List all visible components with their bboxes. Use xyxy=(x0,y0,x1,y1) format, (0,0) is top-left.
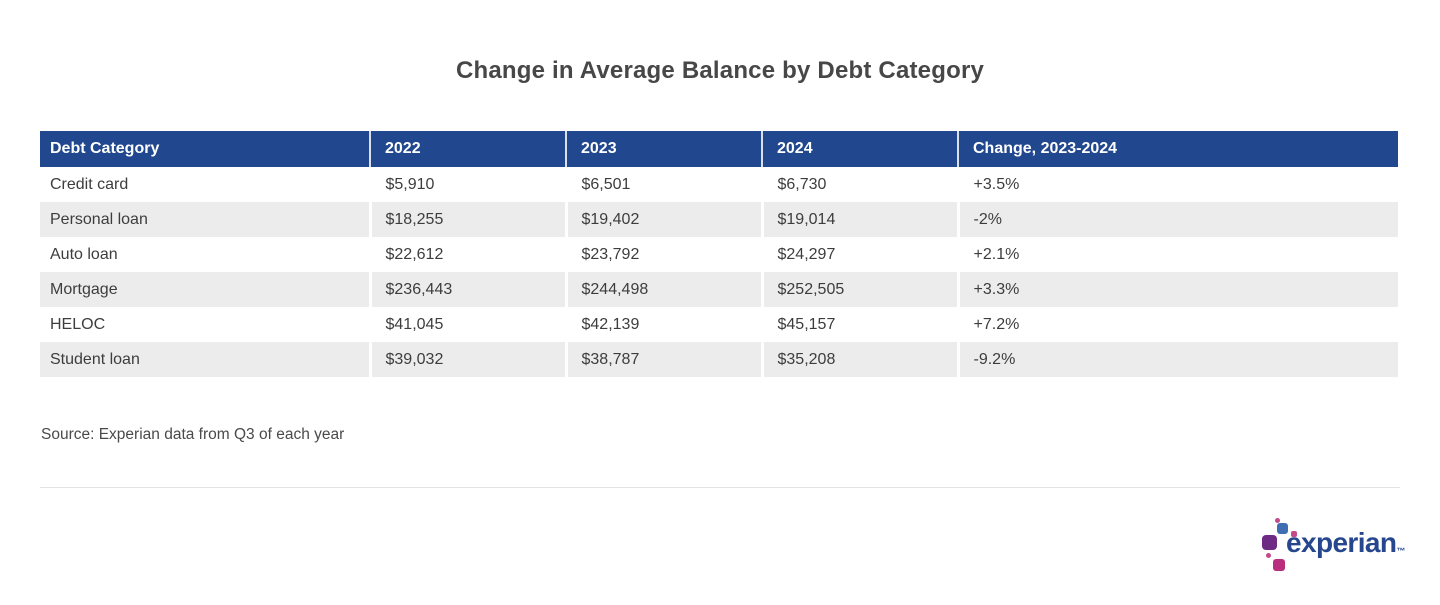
cell-category: Personal loan xyxy=(40,202,370,237)
cell-change: +2.1% xyxy=(956,237,1398,272)
cell-change: +3.5% xyxy=(956,167,1398,202)
cell-2022: $22,612 xyxy=(368,237,566,272)
cell-change: -2% xyxy=(956,202,1398,237)
footer-divider xyxy=(40,487,1400,488)
cell-2023: $19,402 xyxy=(564,202,762,237)
cell-2024: $45,157 xyxy=(760,307,958,342)
cell-2023: $6,501 xyxy=(564,167,762,202)
table-row-auto-loan: Auto loan $22,612 $23,792 $24,297 +2.1% xyxy=(40,237,1398,272)
cell-category: Student loan xyxy=(40,342,370,377)
page-title: Change in Average Balance by Debt Catego… xyxy=(455,57,985,84)
cell-2022: $41,045 xyxy=(368,307,566,342)
logo-magenta-square-small-icon xyxy=(1291,531,1297,537)
cell-2024: $6,730 xyxy=(760,167,958,202)
table-row-personal-loan: Personal loan $18,255 $19,402 $19,014 -2… xyxy=(40,202,1398,237)
cell-2022: $39,032 xyxy=(368,342,566,377)
experian-wordmark-text: experian xyxy=(1286,527,1397,558)
table-row-heloc: HELOC $41,045 $42,139 $45,157 +7.2% xyxy=(40,307,1398,342)
cell-2024: $19,014 xyxy=(760,202,958,237)
cell-change: +7.2% xyxy=(956,307,1398,342)
cell-category: HELOC xyxy=(40,307,370,342)
cell-2023: $23,792 xyxy=(564,237,762,272)
cell-change: -9.2% xyxy=(956,342,1398,377)
source-note: Source: Experian data from Q3 of each ye… xyxy=(41,426,345,443)
column-header-2024: 2024 xyxy=(761,131,958,167)
experian-wordmark: experian™ xyxy=(1286,527,1405,559)
cell-2023: $244,498 xyxy=(564,272,762,307)
logo-blue-square-icon xyxy=(1277,523,1288,534)
debt-balance-table: Debt Category 2022 2023 2024 Change, 202… xyxy=(40,131,1398,377)
column-header-2023: 2023 xyxy=(565,131,762,167)
column-header-debt-category: Debt Category xyxy=(40,131,370,167)
column-header-2022: 2022 xyxy=(369,131,566,167)
table-row-credit-card: Credit card $5,910 $6,501 $6,730 +3.5% xyxy=(40,167,1398,202)
cell-2024: $24,297 xyxy=(760,237,958,272)
table-row-student-loan: Student loan $39,032 $38,787 $35,208 -9.… xyxy=(40,342,1398,377)
table-header-row: Debt Category 2022 2023 2024 Change, 202… xyxy=(40,131,1398,167)
logo-magenta-dot-top-icon xyxy=(1275,518,1280,523)
cell-2024: $252,505 xyxy=(760,272,958,307)
experian-logo: experian™ xyxy=(1262,517,1405,579)
cell-2022: $5,910 xyxy=(368,167,566,202)
cell-category: Auto loan xyxy=(40,237,370,272)
cell-category: Mortgage xyxy=(40,272,370,307)
table-row-mortgage: Mortgage $236,443 $244,498 $252,505 +3.3… xyxy=(40,272,1398,307)
cell-category: Credit card xyxy=(40,167,370,202)
cell-2022: $18,255 xyxy=(368,202,566,237)
cell-2023: $42,139 xyxy=(564,307,762,342)
cell-2024: $35,208 xyxy=(760,342,958,377)
cell-2022: $236,443 xyxy=(368,272,566,307)
cell-2023: $38,787 xyxy=(564,342,762,377)
logo-magenta-square-icon xyxy=(1273,559,1285,571)
column-header-change: Change, 2023-2024 xyxy=(957,131,1398,167)
logo-purple-square-icon xyxy=(1262,535,1277,550)
trademark-symbol: ™ xyxy=(1396,546,1406,556)
logo-magenta-dot-bottom-icon xyxy=(1266,553,1271,558)
cell-change: +3.3% xyxy=(956,272,1398,307)
